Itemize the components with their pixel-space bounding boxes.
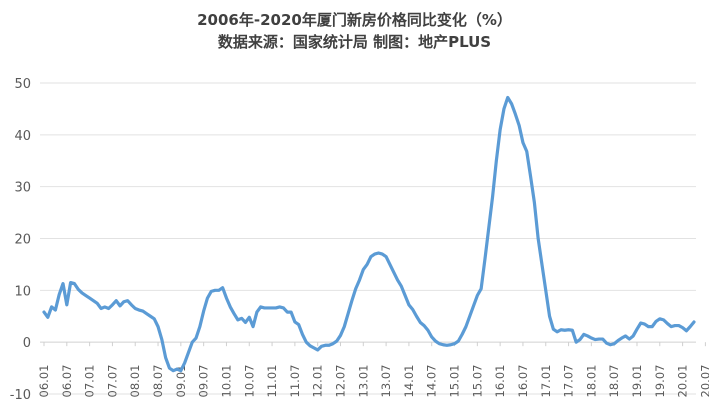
x-tick-label: 09.07 [197, 365, 211, 398]
series-line [42, 95, 696, 373]
x-tick-label: 20.01 [676, 365, 690, 398]
x-tick-label: 07.07 [105, 365, 119, 398]
x-axis-ticks: 06.01 06.07 07.01 07.07 08.01 08.07 09.01 09.07… [37, 342, 709, 397]
x-tick-label: 08.07 [151, 365, 165, 398]
x-tick-label: 18.07 [607, 365, 621, 398]
x-tick-label: 16.01 [493, 365, 507, 398]
y-tick-label: 0 [23, 336, 31, 351]
x-tick-label: 07.01 [83, 365, 97, 398]
y-tick-label: -10 [10, 388, 31, 403]
x-tick-label: 20.07 [698, 365, 709, 398]
chart-subtitle: 数据来源：国家统计局 制图：地产PLUS [217, 33, 492, 51]
x-tick-label: 14.01 [402, 365, 416, 398]
x-tick-label: 13.01 [356, 365, 370, 398]
x-tick-label: 19.07 [653, 365, 667, 398]
x-tick-label: 10.01 [219, 365, 233, 398]
x-tick-label: 15.01 [448, 365, 462, 398]
x-tick-label: 09.01 [174, 365, 188, 398]
x-tick-label: 18.01 [584, 365, 598, 398]
x-tick-label: 17.07 [562, 365, 576, 398]
y-tick-label: 20 [14, 233, 31, 248]
x-tick-label: 12.07 [333, 365, 347, 398]
x-tick-label: 10.07 [242, 365, 256, 398]
y-tick-label: 30 [14, 181, 31, 196]
y-tick-label: 40 [14, 129, 31, 144]
y-tick-label: 50 [14, 77, 31, 92]
x-tick-label: 19.01 [630, 365, 644, 398]
gridlines [40, 82, 696, 395]
y-axis-ticks: 50 40 30 20 10 0 -10 [10, 77, 31, 403]
x-tick-label: 08.01 [128, 365, 142, 398]
x-tick-label: 06.07 [60, 365, 74, 398]
x-tick-label: 15.07 [470, 365, 484, 398]
x-tick-label: 13.07 [379, 365, 393, 398]
chart-title: 2006年-2020年厦门新房价格同比变化（%） [197, 11, 512, 29]
x-tick-label: 11.01 [265, 365, 279, 398]
x-tick-label: 06.01 [37, 365, 51, 398]
x-tick-label: 11.07 [288, 365, 302, 398]
y-tick-label: 10 [14, 284, 31, 299]
x-tick-label: 12.01 [311, 365, 325, 398]
x-tick-label: 14.07 [425, 365, 439, 398]
x-tick-label: 17.01 [539, 365, 553, 398]
x-tick-label: 16.07 [516, 365, 530, 398]
